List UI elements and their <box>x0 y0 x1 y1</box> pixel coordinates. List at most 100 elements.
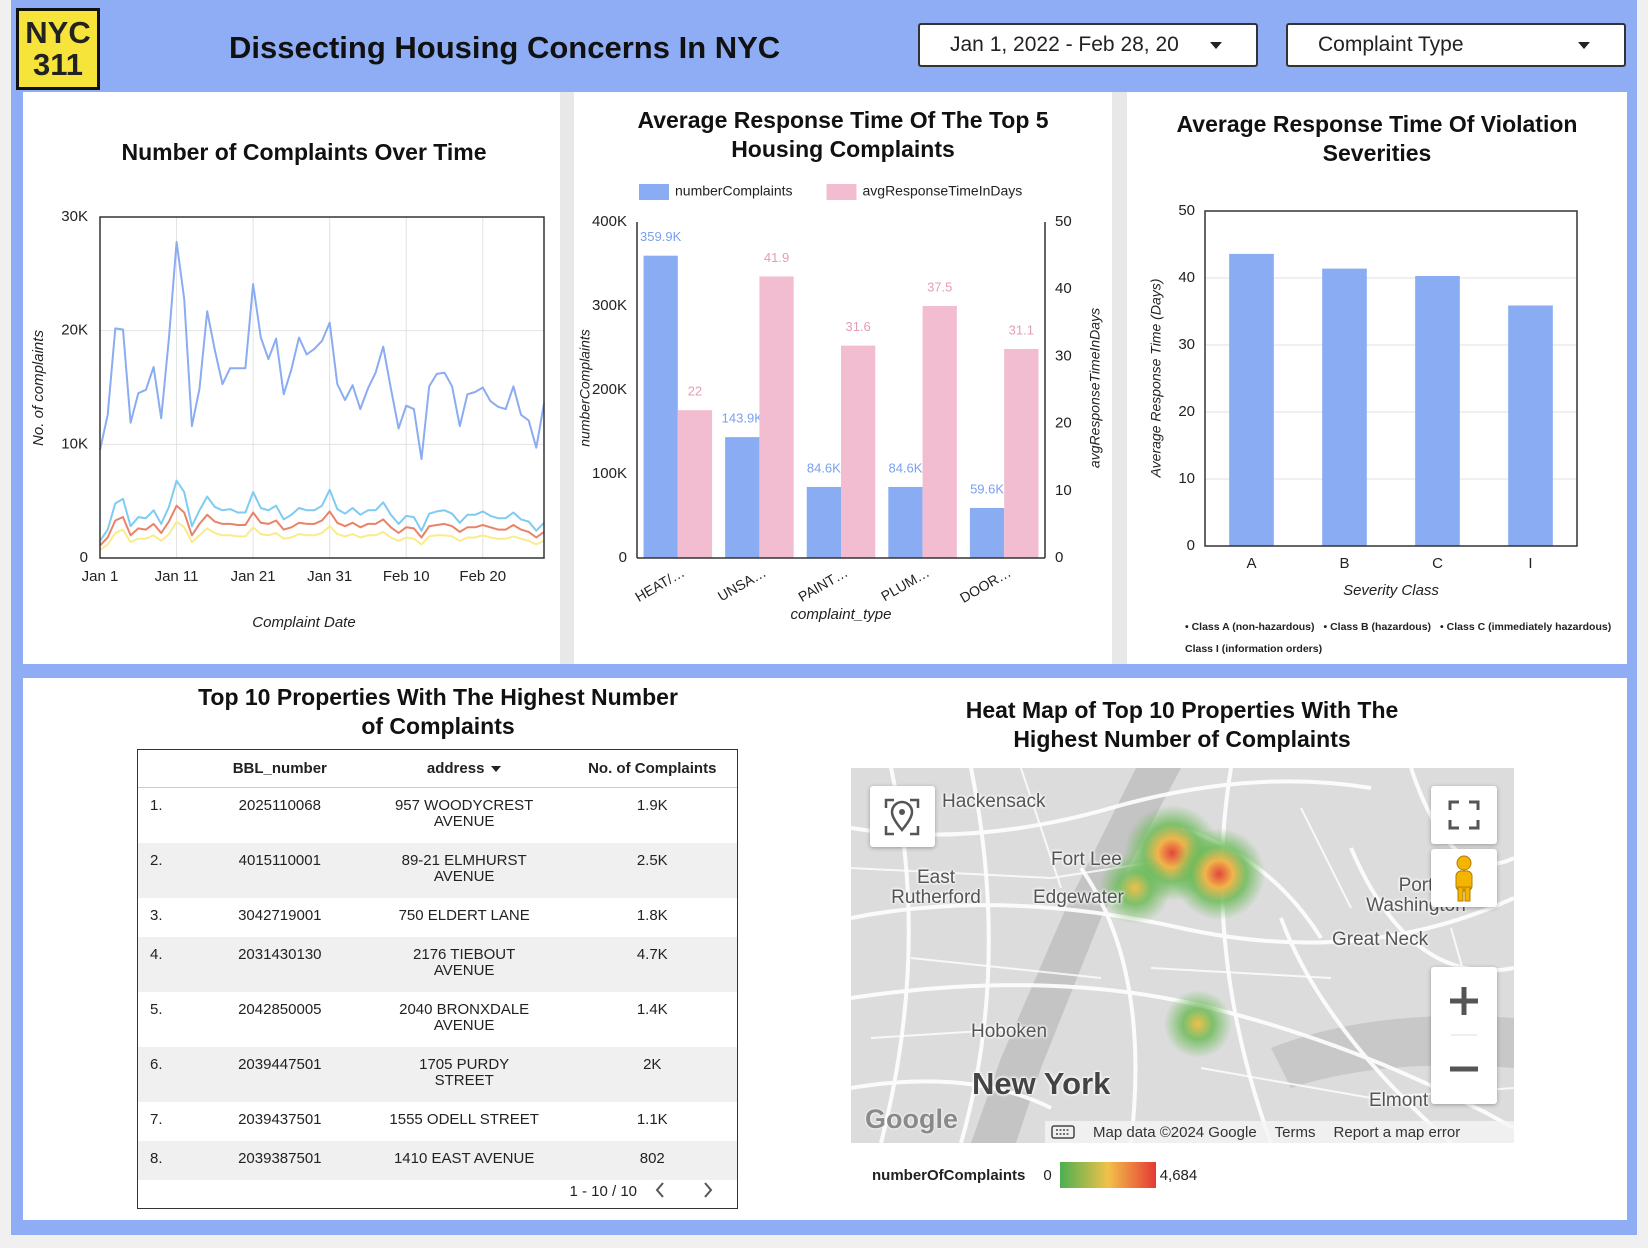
panel: Top 10 Properties With The Highest Numbe… <box>23 678 1627 1220</box>
table-cell: 89-21 ELMHURST AVENUE <box>360 842 568 898</box>
cell-text: 2K <box>643 1055 662 1073</box>
table-cell: 2040 BRONXDALE AVENUE <box>361 992 568 1047</box>
filter-label: Complaint Type <box>1318 33 1464 56</box>
map-link[interactable]: Report a map error <box>1333 1123 1461 1141</box>
panel: complaint_type numberComplaints avgRespo… <box>574 92 1112 664</box>
y2-tick-label: 30 <box>1055 347 1072 364</box>
place-label: Great Neck <box>1332 929 1429 950</box>
cell-text: 2039447501 <box>238 1055 322 1073</box>
bar <box>806 486 841 558</box>
line-series <box>99 504 545 547</box>
table-header: BBL_number address No. of Complaints <box>138 750 737 788</box>
y2-tick-label: 50 <box>1055 213 1072 230</box>
plot-frame <box>99 216 545 559</box>
bar <box>677 410 713 558</box>
keyboard-icon[interactable] <box>1051 1125 1075 1139</box>
header-text: address <box>426 759 485 777</box>
cell-text: 750 ELDERT LANE <box>398 906 530 924</box>
locate-button[interactable] <box>870 786 935 847</box>
dropdown-arrow <box>1578 42 1590 49</box>
pegman-icon <box>1455 855 1473 902</box>
place-label: Elmont <box>1369 1090 1429 1111</box>
cell-text: 1.9K <box>636 796 668 814</box>
x-tick-label: PAINT… <box>795 564 850 605</box>
street-view-button[interactable] <box>1431 849 1497 907</box>
y-tick-label: 400K <box>592 213 627 230</box>
legend-label: numberComplaints <box>675 183 793 199</box>
cell-text: 2042850005 <box>238 1000 322 1018</box>
header-cell: No. of Complaints <box>567 750 737 788</box>
y-tick-label: 0 <box>80 549 88 566</box>
table-cell: 2031430130 <box>198 936 361 992</box>
page-title: Dissecting Housing Concerns In NYC <box>229 30 781 65</box>
table-row: 5. 2042850005 2040 BRONXDALE AVENUE 1.4K <box>138 992 737 1047</box>
x-tick-label: UNSA… <box>715 564 769 604</box>
date-range-control[interactable]: Jan 1, 2022 - Feb 28, 20 <box>918 23 1258 67</box>
heat-spot <box>1173 828 1265 920</box>
x-tick-label: Jan 31 <box>307 568 352 585</box>
cell-text: 2039387501 <box>238 1149 322 1167</box>
y-tick-label: 50 <box>1178 202 1195 219</box>
zoom-in[interactable] <box>1450 987 1478 1015</box>
map-link[interactable]: Terms <box>1274 1123 1316 1141</box>
next-page[interactable] <box>704 1182 713 1198</box>
x-tick-label: A <box>1246 555 1256 572</box>
y-tick-label: 200K <box>592 381 627 398</box>
row-index: 5. <box>150 1000 163 1018</box>
y-tick-label: 30K <box>61 208 88 225</box>
fullscreen-icon <box>1448 800 1480 830</box>
y-tick-label: 10 <box>1178 470 1195 487</box>
map-footer: Map data ©2024 Google Terms Report a map… <box>1045 1121 1514 1143</box>
y-tick-label: 300K <box>592 297 627 314</box>
bar-value-label: 22 <box>688 384 702 399</box>
map[interactable]: Hackensack Fort Lee East Rutherford Edgewat… <box>851 768 1514 1143</box>
bar-value-label: 359.9K <box>640 229 682 244</box>
logo: NYC 311 <box>16 8 100 90</box>
map-legend: numberOfComplaints 0 4,684 <box>872 1162 1197 1188</box>
bar <box>1004 349 1039 558</box>
bar-chart: Severity Class Average Response Time (Da… <box>1148 202 1578 599</box>
x-axis-label: Severity Class <box>1343 582 1439 599</box>
y-axis-label: numberComplaints <box>577 329 593 447</box>
table-cell: 2039387501 <box>198 1140 361 1180</box>
y-tick-label: 30 <box>1178 336 1195 353</box>
x-tick-label: PLUM… <box>878 564 932 604</box>
map-base <box>851 768 1514 1143</box>
fullscreen-button[interactable] <box>1431 786 1497 844</box>
header-cell[interactable]: address <box>360 750 568 788</box>
line-series <box>99 479 545 542</box>
cell-text: 4015110001 <box>238 851 321 869</box>
legend-max: 4,684 <box>1159 1166 1198 1184</box>
filter-control[interactable]: Complaint Type <box>1286 23 1626 67</box>
place-label: East Rutherford <box>891 867 981 908</box>
table-cell: 1.4K <box>568 992 737 1047</box>
line-chart: Number of Complaints Over Time Complaint… <box>30 139 545 631</box>
bar-value-label: 37.5 <box>927 279 952 294</box>
y-tick-label: 20 <box>1178 403 1195 420</box>
x-tick-label: Jan 21 <box>231 568 276 585</box>
y2-tick-label: 40 <box>1055 280 1072 297</box>
x-tick-label: C <box>1432 555 1443 572</box>
cell-text: 1555 ODELL STREET <box>389 1110 539 1128</box>
sort-arrow <box>491 765 502 772</box>
legend-gradient <box>1059 1162 1156 1188</box>
heat-spot <box>1164 990 1232 1058</box>
bar-value-label: 59.6K <box>970 481 1004 496</box>
date-range: Jan 1, 2022 - Feb 28, 20 <box>950 33 1179 56</box>
panel: Severity Class Average Response Time (Da… <box>1127 92 1627 664</box>
table-cell: 1410 EAST AVENUE <box>360 1140 568 1180</box>
heat-spot <box>1099 852 1171 924</box>
google-logo: Google <box>865 1104 958 1134</box>
pager-buttons[interactable] <box>653 1180 723 1200</box>
chart-note: • Class B (hazardous) <box>1323 621 1432 633</box>
cell-text: 2025110068 <box>238 796 321 814</box>
y2-axis-label: avgResponseTimeInDays <box>1087 308 1103 468</box>
y-tick-label: 100K <box>592 465 627 482</box>
table-cell: 1.8K <box>568 898 737 937</box>
prev-page[interactable] <box>655 1182 664 1198</box>
bar-value-label: 31.1 <box>1009 322 1034 337</box>
table-cell: 1705 PURDY STREET <box>360 1046 568 1102</box>
legend-swatch <box>826 184 857 200</box>
chart-note: • Class A (non-hazardous) <box>1185 621 1315 633</box>
